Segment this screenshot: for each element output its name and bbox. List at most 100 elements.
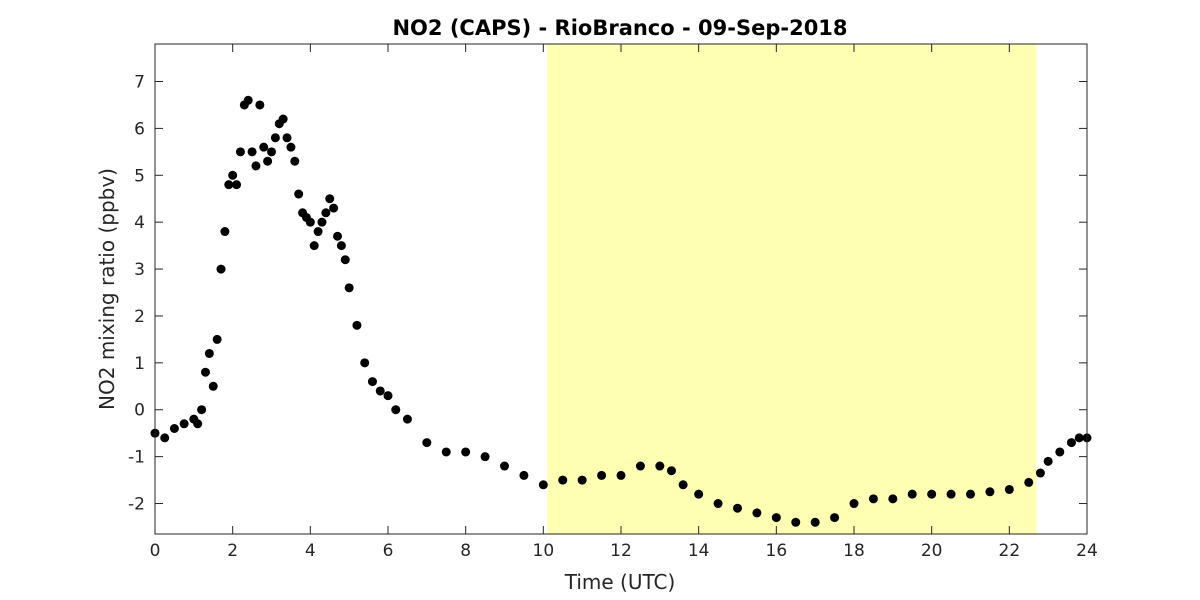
data-point: [500, 461, 509, 471]
data-point: [294, 189, 304, 199]
y-tick-label: -2: [128, 495, 145, 515]
data-points: [150, 95, 1092, 527]
data-point: [927, 489, 937, 499]
data-point: [597, 470, 607, 480]
data-point: [309, 241, 319, 251]
data-point: [1066, 438, 1076, 448]
x-tick-label: 4: [305, 541, 316, 561]
x-tick-label: 20: [921, 541, 943, 561]
data-point: [220, 227, 230, 237]
data-point: [383, 391, 393, 401]
x-tick-label: 16: [766, 541, 788, 561]
data-point: [179, 419, 189, 429]
data-point: [340, 255, 350, 265]
x-tick-label: 14: [688, 541, 710, 561]
data-point: [375, 386, 385, 396]
data-point: [1043, 456, 1053, 466]
highlight-band: [547, 44, 1037, 534]
data-point: [713, 499, 723, 509]
data-point: [329, 203, 339, 213]
data-point: [461, 447, 471, 457]
x-tick-label: 8: [460, 541, 471, 561]
data-point: [791, 517, 801, 527]
y-axis-label: NO2 mixing ratio (ppbv): [95, 168, 119, 410]
y-tick-label: -1: [128, 448, 145, 468]
chart-title: NO2 (CAPS) - RioBranco - 09-Sep-2018: [392, 16, 847, 40]
data-point: [480, 452, 490, 462]
data-point: [519, 470, 529, 480]
data-point: [282, 133, 292, 143]
data-point: [733, 503, 742, 513]
x-axis-label: Time (UTC): [564, 570, 676, 594]
data-point: [278, 114, 288, 124]
y-tick-label: 4: [134, 213, 145, 233]
data-point: [1004, 484, 1014, 494]
y-tick-label: 1: [134, 354, 145, 374]
data-point: [255, 100, 265, 110]
data-point: [946, 489, 956, 499]
y-tick-label: 7: [134, 73, 145, 93]
x-tick-label: 22: [999, 541, 1021, 561]
data-point: [193, 419, 203, 429]
y-tick-label: 5: [134, 166, 145, 186]
data-point: [232, 180, 242, 190]
data-point: [655, 461, 665, 471]
data-point: [197, 405, 207, 415]
data-point: [538, 480, 548, 490]
data-point: [317, 217, 327, 227]
data-point: [391, 405, 401, 415]
y-tick-label: 3: [134, 260, 145, 280]
y-tick-label: 0: [134, 401, 145, 421]
data-point: [243, 95, 253, 105]
data-point: [235, 147, 245, 157]
data-point: [441, 447, 451, 457]
data-point: [966, 489, 975, 499]
x-axis-ticks: 0 2 4 6 8 10 12 14 16 18 20 22 24: [150, 44, 1098, 561]
data-point: [1074, 433, 1084, 443]
data-point: [290, 156, 300, 166]
data-point: [305, 217, 315, 227]
data-point: [313, 227, 323, 237]
data-point: [336, 241, 346, 251]
data-point: [1055, 447, 1065, 457]
data-point: [402, 414, 412, 424]
data-point: [160, 433, 170, 443]
data-point: [810, 517, 820, 527]
data-point: [333, 231, 343, 241]
data-point: [1024, 477, 1034, 487]
x-tick-label: 6: [383, 541, 394, 561]
x-tick-label: 24: [1076, 541, 1098, 561]
data-point: [286, 142, 296, 152]
data-point: [577, 475, 587, 485]
data-point: [849, 499, 859, 509]
data-point: [635, 461, 645, 471]
data-point: [212, 334, 222, 344]
data-point: [558, 475, 568, 485]
y-axis-ticks: -2 -1 0 1 2 3 4 5 6 7: [128, 73, 1087, 515]
data-point: [270, 133, 280, 143]
data-point: [224, 180, 234, 190]
data-point: [228, 170, 238, 180]
data-point: [830, 513, 840, 523]
data-point: [208, 381, 218, 391]
data-point: [204, 348, 214, 358]
data-point: [259, 142, 269, 152]
data-point: [263, 156, 273, 166]
data-point: [616, 470, 626, 480]
data-point: [666, 466, 676, 476]
data-point: [247, 147, 257, 157]
data-point: [868, 494, 878, 504]
data-point: [267, 147, 276, 157]
data-point: [325, 194, 335, 204]
data-point: [169, 423, 179, 433]
data-point: [321, 208, 331, 218]
x-tick-label: 10: [533, 541, 555, 561]
x-tick-label: 18: [843, 541, 865, 561]
data-point: [678, 480, 688, 490]
data-point: [360, 358, 370, 368]
data-point: [694, 489, 704, 499]
data-point: [422, 438, 432, 448]
x-tick-label: 2: [227, 541, 238, 561]
data-point: [367, 377, 377, 387]
